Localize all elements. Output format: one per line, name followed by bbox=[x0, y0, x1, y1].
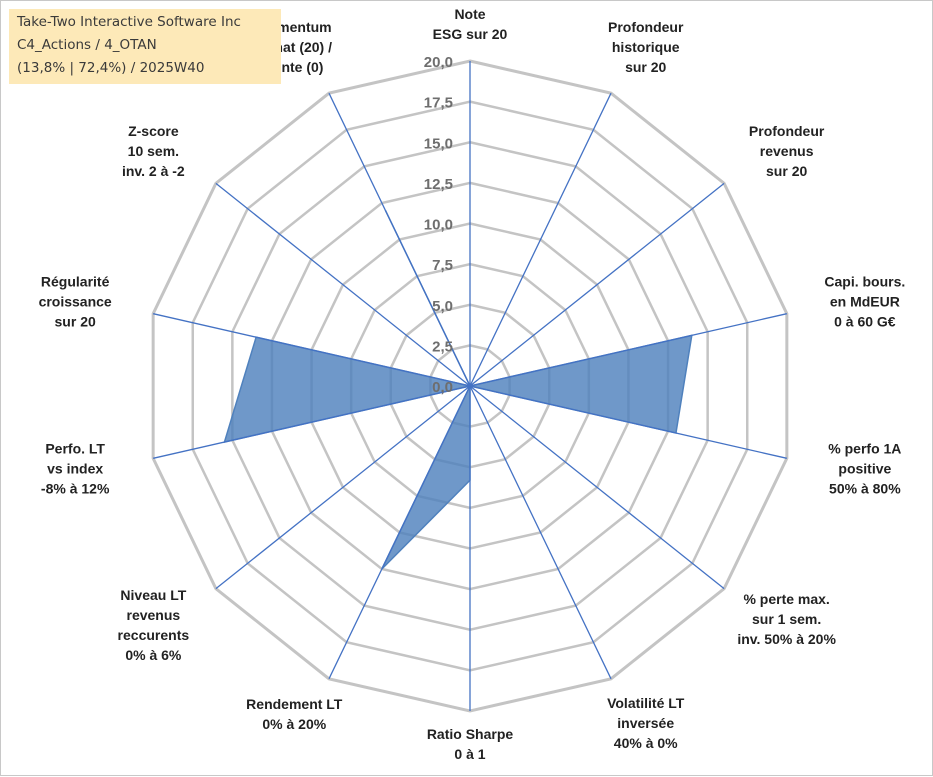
series-area bbox=[223, 209, 693, 570]
axis-label: % perte max. sur 1 sem. inv. 50% à 20% bbox=[737, 591, 836, 647]
axis-spoke bbox=[328, 92, 471, 387]
axis-label-line: 0 à 1 bbox=[454, 746, 485, 762]
axis-label-line: inv. 2 à -2 bbox=[122, 163, 185, 179]
axis-category-labels: Note ESG sur 20 Profondeur historique sur 20… bbox=[39, 6, 906, 762]
axis-label-line: Profondeur bbox=[749, 123, 825, 139]
axis-label-line: Niveau LT bbox=[120, 587, 186, 603]
tick-label: 17,5 bbox=[424, 95, 453, 112]
axis-label: % perfo 1A positive 50% à 80% bbox=[828, 440, 901, 496]
axis-spoke bbox=[469, 92, 612, 387]
title-category: C4_Actions / 4_OTAN bbox=[17, 37, 157, 53]
axis-label: Ratio Sharpe 0 à 1 bbox=[427, 726, 514, 762]
axis-label-line: 0% à 6% bbox=[125, 647, 182, 663]
tick-label: 0,0 bbox=[432, 379, 453, 396]
axis-label-line: historique bbox=[612, 39, 680, 55]
axis-label-line: inv. 50% à 20% bbox=[737, 631, 836, 647]
axis-label: Z-score 10 sem. inv. 2 à -2 bbox=[122, 123, 185, 179]
axis-label-line: Perfo. LT bbox=[45, 440, 105, 456]
tick-label: 12,5 bbox=[424, 176, 453, 193]
axis-label-line: Capi. bours. bbox=[824, 274, 905, 290]
axis-spoke bbox=[153, 313, 471, 387]
axis-label-line: reccurents bbox=[118, 627, 190, 643]
tick-label: 2,5 bbox=[432, 338, 453, 355]
axis-spoke bbox=[469, 385, 787, 459]
axis-label-line: croissance bbox=[39, 294, 112, 310]
axis-label-line: Rendement LT bbox=[246, 696, 343, 712]
axis-label-line: Volatilité LT bbox=[607, 695, 685, 711]
axis-label-line: Profondeur bbox=[608, 19, 684, 35]
series-layer bbox=[223, 209, 693, 570]
axis-label: Note ESG sur 20 bbox=[433, 6, 508, 42]
axis-label-line: positive bbox=[838, 460, 891, 476]
axis-spoke bbox=[469, 385, 612, 680]
tick-label: 5,0 bbox=[432, 298, 453, 315]
axis-label: Profondeur historique sur 20 bbox=[608, 19, 684, 75]
title-period: (13,8% | 72,4%) / 2025W40 bbox=[17, 60, 205, 76]
title-company: Take-Two Interactive Software Inc bbox=[17, 14, 241, 30]
axis-label: Volatilité LT inversée 40% à 0% bbox=[607, 695, 685, 751]
axis-label-line: 0% à 20% bbox=[262, 716, 326, 732]
axis-label-line: sur 20 bbox=[625, 59, 666, 75]
axis-label-line: revenus bbox=[760, 143, 814, 159]
axis-label-line: 40% à 0% bbox=[614, 735, 678, 751]
radial-tick-labels: 0,0 2,5 5,0 7,5 10,0 12,5 15,0 17,5 20,0 bbox=[424, 54, 453, 396]
axis-spoke bbox=[215, 182, 471, 387]
axis-spoke bbox=[215, 385, 471, 590]
axis-spoke bbox=[328, 385, 471, 680]
axis-label-line: inversée bbox=[617, 715, 674, 731]
axis-label-line: Ratio Sharpe bbox=[427, 726, 514, 742]
axis-label: Rendement LT 0% à 20% bbox=[246, 696, 343, 732]
radar-axes bbox=[153, 61, 787, 711]
axis-label-line: sur 20 bbox=[766, 163, 807, 179]
axis-label-line: 0 à 60 G€ bbox=[834, 314, 896, 330]
axis-label-line: Régularité bbox=[41, 274, 110, 290]
axis-label-line: Z-score bbox=[128, 123, 179, 139]
axis-label: Profondeur revenus sur 20 bbox=[749, 123, 825, 179]
axis-spoke bbox=[469, 385, 725, 590]
axis-label-line: vs index bbox=[47, 460, 103, 476]
axis-label-line: sur 20 bbox=[55, 314, 96, 330]
axis-label-line: % perte max. bbox=[743, 591, 829, 607]
axis-label: Capi. bours. en MdEUR 0 à 60 G€ bbox=[824, 274, 905, 330]
axis-label: Niveau LT revenus reccurents 0% à 6% bbox=[118, 587, 190, 663]
tick-label: 15,0 bbox=[424, 135, 453, 152]
axis-spoke bbox=[469, 313, 787, 387]
axis-label-line: revenus bbox=[127, 607, 181, 623]
axis-label-line: Note bbox=[454, 6, 485, 22]
axis-label: Perfo. LT vs index -8% à 12% bbox=[41, 440, 110, 496]
axis-spoke bbox=[469, 182, 725, 387]
axis-label-line: 50% à 80% bbox=[829, 480, 901, 496]
chart-title-box: Take-Two Interactive Software Inc C4_Act… bbox=[9, 9, 281, 84]
axis-label-line: ESG sur 20 bbox=[433, 26, 508, 42]
axis-label-line: 10 sem. bbox=[128, 143, 179, 159]
axis-label: Régularité croissance sur 20 bbox=[39, 274, 112, 330]
tick-label: 10,0 bbox=[424, 217, 453, 234]
axis-label-line: en MdEUR bbox=[830, 294, 900, 310]
axis-label-line: % perfo 1A bbox=[828, 440, 901, 456]
axis-label-line: -8% à 12% bbox=[41, 480, 110, 496]
axis-label-line: sur 1 sem. bbox=[752, 611, 821, 627]
tick-label: 7,5 bbox=[432, 257, 453, 274]
axis-spoke bbox=[153, 385, 471, 459]
tick-label: 20,0 bbox=[424, 54, 453, 71]
